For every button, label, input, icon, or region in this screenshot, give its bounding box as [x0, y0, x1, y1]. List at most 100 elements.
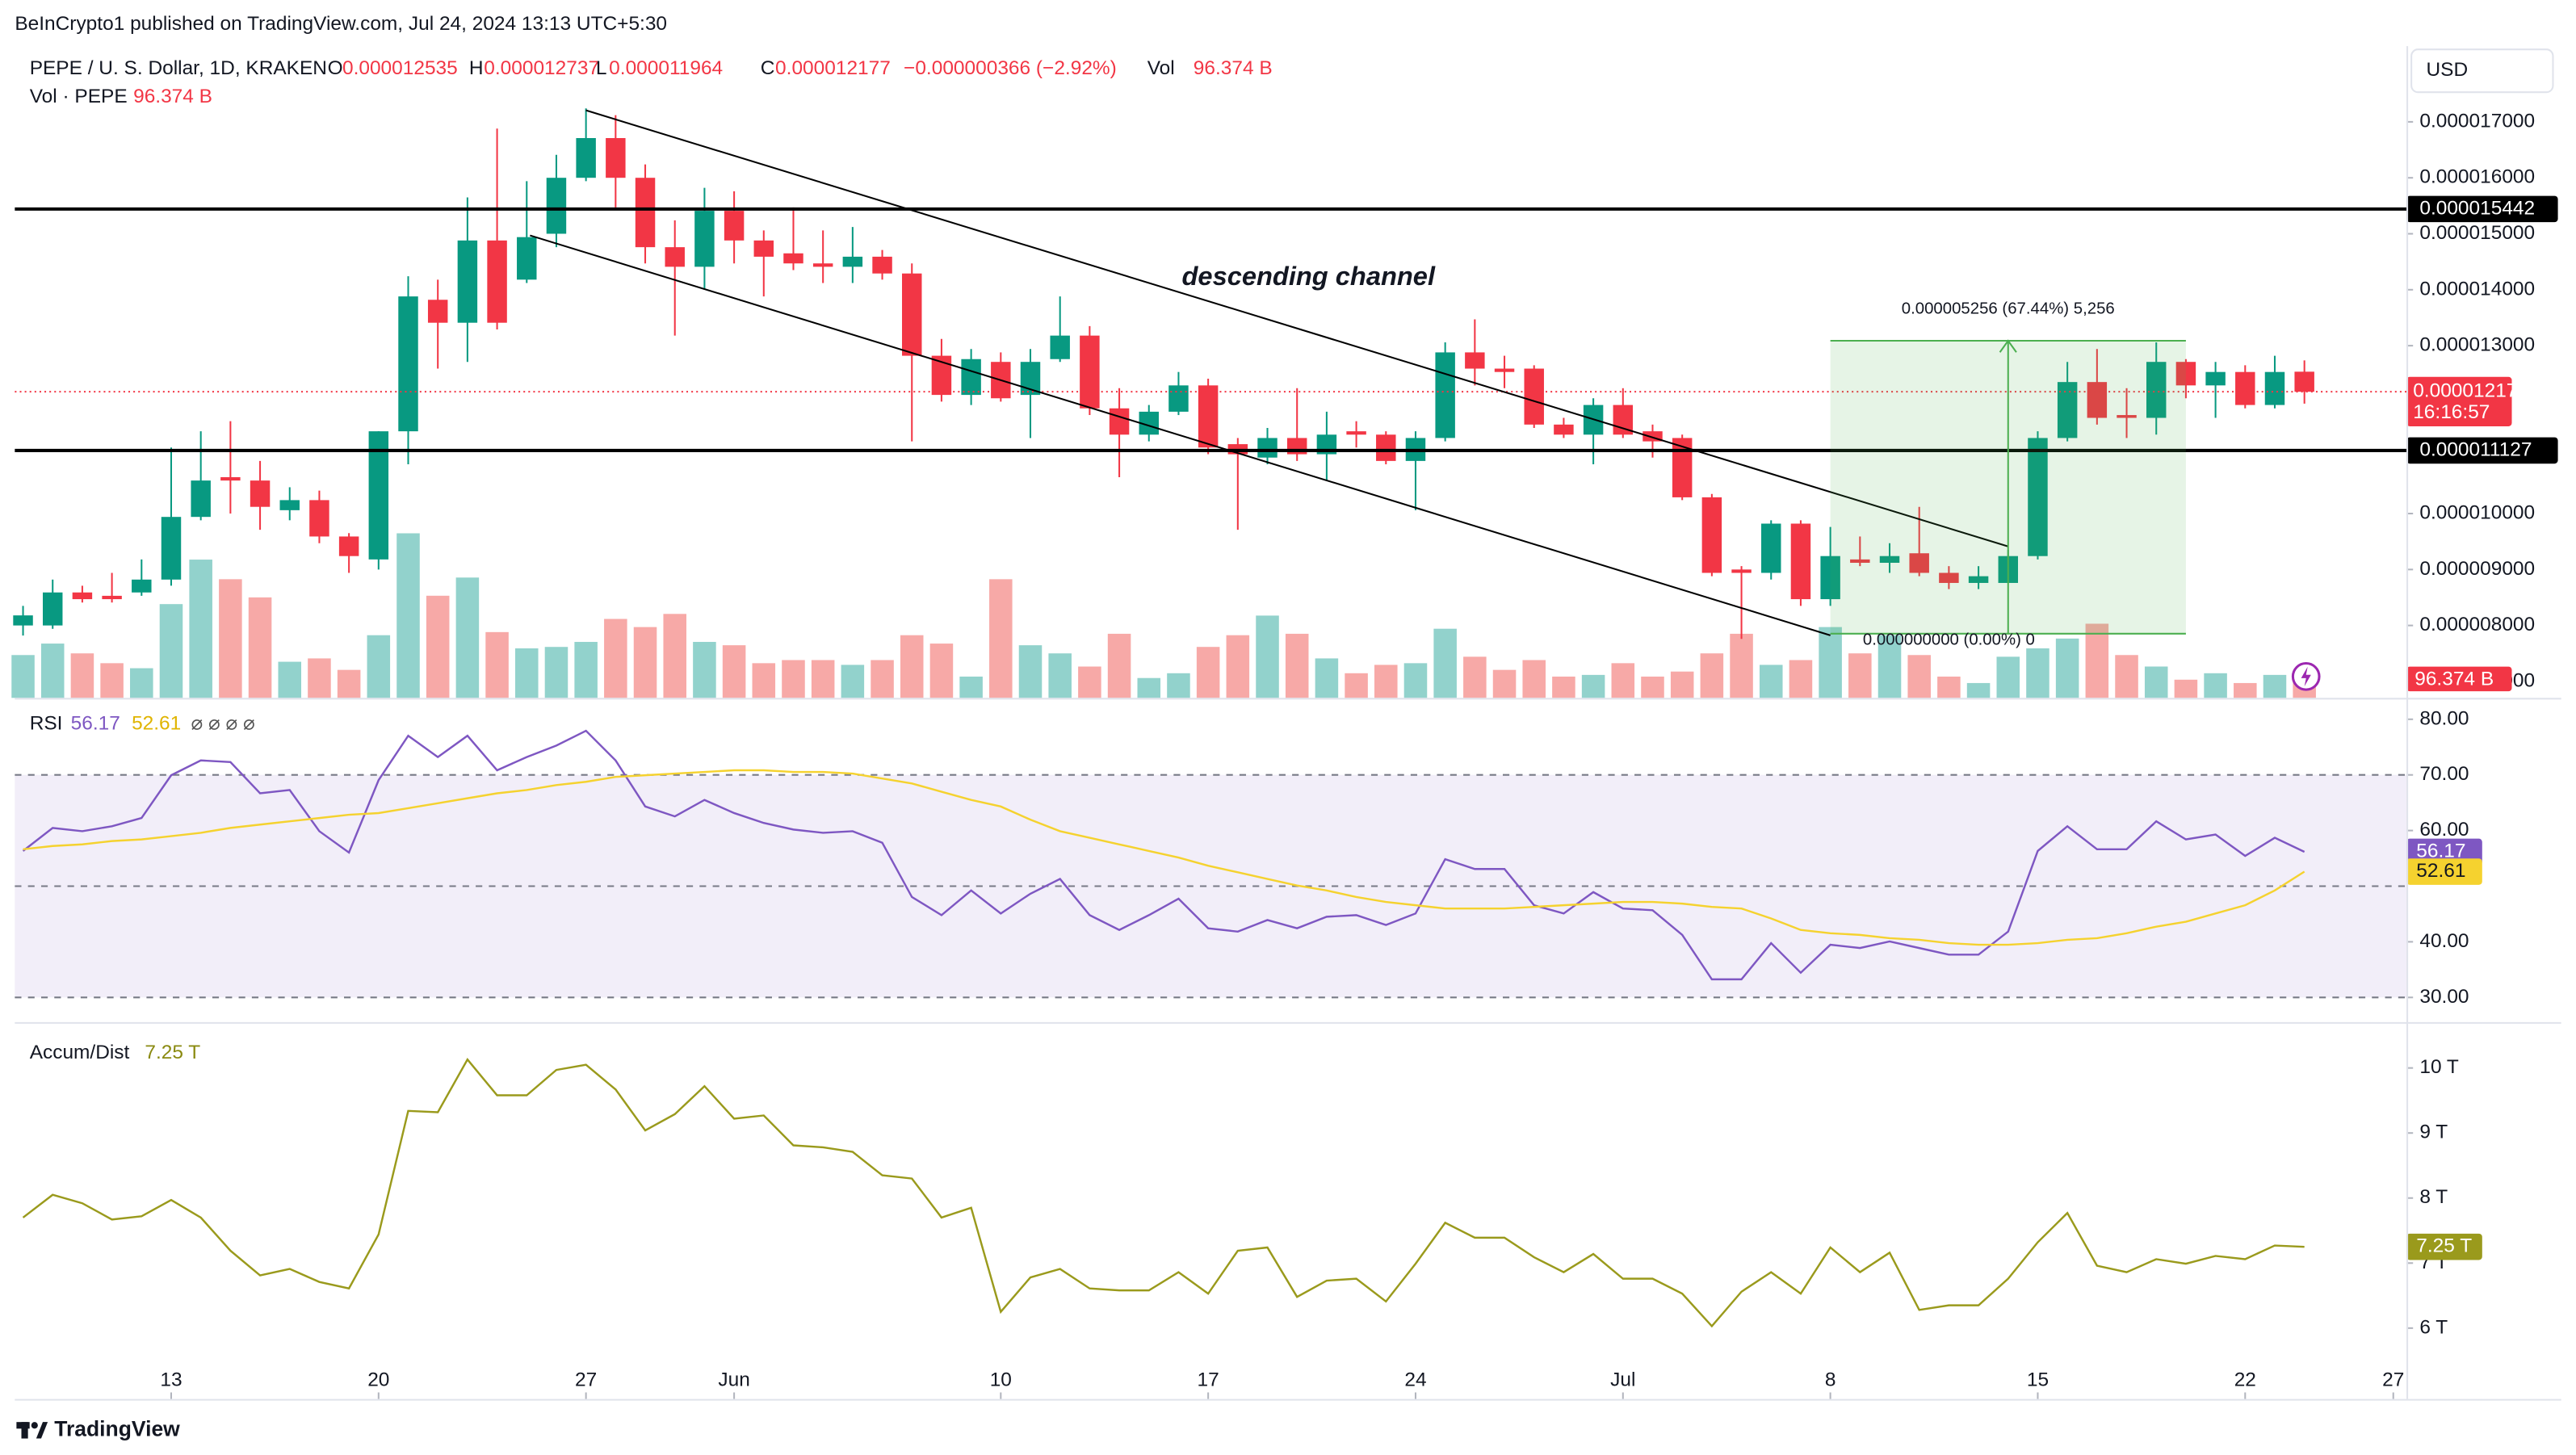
y-tick-label: 0.000014000: [2419, 278, 2535, 300]
quote-label: L: [596, 57, 607, 79]
volume-bar: [1078, 666, 1101, 698]
volume-bar: [574, 641, 598, 698]
candle-body: [191, 480, 211, 518]
candle-body: [576, 137, 596, 178]
volume-bar: [308, 658, 331, 698]
candle-body: [665, 247, 685, 267]
volume-bar: [1937, 676, 1961, 698]
volume-bar: [2204, 673, 2227, 698]
x-tick-label: 27: [575, 1369, 597, 1391]
currency-button[interactable]: [2410, 48, 2554, 94]
volume-legend-value: 96.374 B: [133, 86, 212, 107]
candle-body: [2087, 382, 2108, 418]
price-tag: [2406, 437, 2558, 464]
candle-body: [398, 296, 418, 432]
volume-bar: [11, 655, 35, 698]
candle-body: [161, 517, 182, 580]
volume-bar: [1345, 673, 1368, 698]
volume-bar: [1789, 660, 1813, 698]
volume-bar: [693, 641, 716, 698]
y-tick-label: 9 T: [2419, 1122, 2448, 1143]
candle-body: [1346, 431, 1366, 435]
volume-bar: [722, 645, 746, 698]
logo: [16, 1422, 48, 1439]
volume-bar: [159, 604, 183, 698]
volume-bar: [337, 669, 361, 698]
volume-bar: [1256, 615, 1279, 698]
volume-bar: [1819, 627, 1842, 698]
candle-body: [1465, 352, 1485, 369]
symbol-title: PEPE / U. S. Dollar, 1D, KRAKEN: [30, 57, 327, 79]
y-tick-label: 10 T: [2419, 1056, 2459, 1078]
candle-body: [368, 431, 389, 560]
x-tick-label: 27: [2382, 1369, 2404, 1391]
volume-bar: [1700, 653, 1724, 698]
volume-bar: [1463, 656, 1487, 698]
logo-mark: [31, 1422, 38, 1429]
candle-body: [1731, 569, 1752, 573]
value-tag: [2406, 838, 2482, 866]
currency[interactable]: USD: [2427, 59, 2469, 81]
candle-body: [546, 178, 567, 234]
y-tick-label: 0.000017000: [2419, 110, 2535, 132]
candle-body: [812, 263, 833, 267]
volume-bar: [1374, 665, 1398, 698]
channel-upper: [585, 109, 2009, 547]
volume-bar: [278, 661, 302, 698]
indicator-line: [23, 769, 2305, 946]
candle-body: [2117, 415, 2137, 418]
quote-change: −0.000000366 (−2.92%): [904, 57, 1117, 79]
candle-body: [842, 256, 863, 267]
indicator-line: [22, 729, 2305, 981]
y-tick-label: 0.000015000: [2419, 222, 2535, 244]
volume-bar: [130, 668, 153, 698]
volume-bar: [1552, 676, 1575, 698]
measure-bottom-label: 0.000000000 (0.00%) 0: [1863, 631, 2035, 648]
candle-body: [427, 300, 448, 323]
volume-title: Vol: [1147, 57, 1175, 79]
brand: TradingView: [54, 1416, 180, 1440]
candle-body: [1080, 335, 1100, 409]
y-tick-label: 6 T: [2419, 1316, 2448, 1338]
x-tick-label: 13: [160, 1369, 182, 1391]
candle-body: [694, 211, 715, 267]
countdown: 16:16:57: [2413, 401, 2490, 423]
x-tick-label: Jul: [1610, 1369, 1635, 1391]
ad-title: Accum/Dist: [30, 1042, 130, 1063]
candle-body: [1968, 576, 1989, 583]
rsi-icons[interactable]: ⌀ ⌀ ⌀ ⌀: [191, 712, 254, 734]
volume-bar: [604, 618, 627, 698]
candle-body: [1939, 572, 1959, 583]
candle-body: [309, 500, 329, 537]
measure-top-label: 0.000005256 (67.44%) 5,256: [1902, 300, 2115, 318]
volume-bar: [841, 665, 865, 698]
measure-arrowhead: [1999, 339, 2017, 353]
annotation: descending channel: [1182, 261, 1436, 291]
candle-body: [1701, 497, 1722, 573]
volume-legend: Vol · PEPE: [30, 86, 128, 107]
candle-body: [1109, 408, 1130, 435]
candle-body: [457, 240, 478, 323]
volume-bar: [633, 627, 657, 698]
volume-bar: [811, 660, 835, 698]
ad-value: 7.25 T: [145, 1042, 200, 1063]
volume-bar: [900, 635, 924, 698]
candle-body: [13, 615, 33, 626]
rsi-ma-value: 52.61: [132, 712, 181, 734]
last-price-label: 0.000012177: [2413, 380, 2528, 402]
volume-bar: [426, 595, 450, 698]
x-tick-label: 22: [2234, 1369, 2256, 1391]
volume-bar: [1226, 635, 1250, 698]
volume-bar: [2144, 666, 2168, 698]
candle-body: [2264, 371, 2285, 405]
x-tick-label: 20: [367, 1369, 389, 1391]
quote-label: H: [469, 57, 484, 79]
volume-bar: [100, 663, 124, 698]
quote-label: C: [761, 57, 775, 79]
price-tag-label: 0.000015442: [2419, 197, 2535, 219]
volume-bar: [959, 676, 983, 698]
x-tick-label: 15: [2027, 1369, 2049, 1391]
rsi-value: 56.17: [71, 712, 120, 734]
